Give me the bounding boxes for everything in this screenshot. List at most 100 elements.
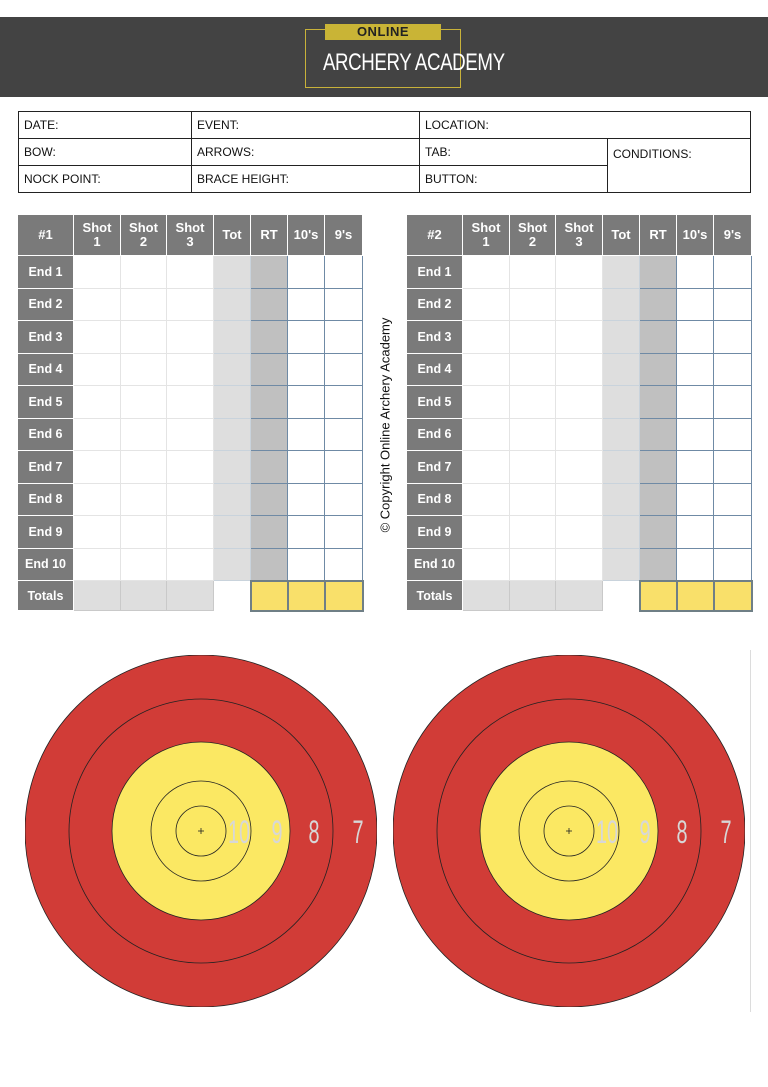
shot-cell[interactable] xyxy=(555,385,603,419)
arrows-field[interactable]: ARROWS: xyxy=(191,138,420,166)
end-total-cell[interactable] xyxy=(602,482,640,516)
nines-count-cell[interactable] xyxy=(324,515,363,549)
end-total-cell[interactable] xyxy=(602,255,640,289)
total-tens-cell[interactable] xyxy=(286,579,326,612)
tens-count-cell[interactable] xyxy=(676,287,714,321)
shot-cell[interactable] xyxy=(73,515,121,549)
tens-count-cell[interactable] xyxy=(676,515,714,549)
nines-count-cell[interactable] xyxy=(713,255,752,289)
end-total-cell[interactable] xyxy=(213,515,251,549)
total-tens-cell[interactable] xyxy=(675,579,715,612)
shot-cell[interactable] xyxy=(509,482,556,516)
end-total-cell[interactable] xyxy=(602,450,640,484)
running-total-cell[interactable] xyxy=(250,482,288,516)
tens-count-cell[interactable] xyxy=(287,450,325,484)
running-total-cell[interactable] xyxy=(250,255,288,289)
location-field[interactable]: LOCATION: xyxy=(419,111,751,139)
nock-point-field[interactable]: NOCK POINT: xyxy=(18,165,192,193)
shot-cell[interactable] xyxy=(509,287,556,321)
nines-count-cell[interactable] xyxy=(713,352,752,386)
running-total-cell[interactable] xyxy=(250,385,288,419)
nines-count-cell[interactable] xyxy=(324,255,363,289)
shot-cell[interactable] xyxy=(462,482,510,516)
shot-cell[interactable] xyxy=(166,255,214,289)
shot-cell[interactable] xyxy=(73,255,121,289)
nines-count-cell[interactable] xyxy=(324,450,363,484)
grand-total-cell[interactable] xyxy=(638,579,678,612)
running-total-cell[interactable] xyxy=(639,385,677,419)
tens-count-cell[interactable] xyxy=(287,482,325,516)
shot-cell[interactable] xyxy=(555,352,603,386)
shot-cell[interactable] xyxy=(555,255,603,289)
nines-count-cell[interactable] xyxy=(713,287,752,321)
shot-cell[interactable] xyxy=(120,287,167,321)
running-total-cell[interactable] xyxy=(639,547,677,581)
tens-count-cell[interactable] xyxy=(287,547,325,581)
nines-count-cell[interactable] xyxy=(324,385,363,419)
shot-cell[interactable] xyxy=(120,450,167,484)
tens-count-cell[interactable] xyxy=(287,352,325,386)
shot-cell[interactable] xyxy=(166,352,214,386)
shot-cell[interactable] xyxy=(166,320,214,354)
shot-cell[interactable] xyxy=(462,287,510,321)
nines-count-cell[interactable] xyxy=(324,287,363,321)
tens-count-cell[interactable] xyxy=(676,255,714,289)
nines-count-cell[interactable] xyxy=(324,320,363,354)
nines-count-cell[interactable] xyxy=(324,547,363,581)
total-nines-cell[interactable] xyxy=(712,579,753,612)
shot-cell[interactable] xyxy=(509,385,556,419)
shot-total-cell[interactable] xyxy=(555,580,603,611)
shot-cell[interactable] xyxy=(555,417,603,451)
end-total-cell[interactable] xyxy=(213,385,251,419)
tens-count-cell[interactable] xyxy=(676,547,714,581)
shot-cell[interactable] xyxy=(509,450,556,484)
running-total-cell[interactable] xyxy=(639,287,677,321)
shot-total-cell[interactable] xyxy=(509,580,556,611)
shot-total-cell[interactable] xyxy=(120,580,167,611)
shot-cell[interactable] xyxy=(462,515,510,549)
shot-cell[interactable] xyxy=(120,515,167,549)
nines-count-cell[interactable] xyxy=(713,482,752,516)
running-total-cell[interactable] xyxy=(639,482,677,516)
shot-cell[interactable] xyxy=(555,320,603,354)
nines-count-cell[interactable] xyxy=(713,320,752,354)
running-total-cell[interactable] xyxy=(250,352,288,386)
running-total-cell[interactable] xyxy=(639,255,677,289)
running-total-cell[interactable] xyxy=(250,547,288,581)
shot-cell[interactable] xyxy=(555,287,603,321)
running-total-cell[interactable] xyxy=(639,320,677,354)
running-total-cell[interactable] xyxy=(250,287,288,321)
shot-cell[interactable] xyxy=(120,417,167,451)
nines-count-cell[interactable] xyxy=(713,417,752,451)
end-total-cell[interactable] xyxy=(602,385,640,419)
shot-cell[interactable] xyxy=(73,352,121,386)
shot-cell[interactable] xyxy=(166,547,214,581)
shot-cell[interactable] xyxy=(166,450,214,484)
tens-count-cell[interactable] xyxy=(676,320,714,354)
end-total-cell[interactable] xyxy=(602,547,640,581)
shot-cell[interactable] xyxy=(166,417,214,451)
shot-cell[interactable] xyxy=(509,320,556,354)
shot-cell[interactable] xyxy=(462,352,510,386)
tens-count-cell[interactable] xyxy=(287,385,325,419)
event-field[interactable]: EVENT: xyxy=(191,111,420,139)
shot-cell[interactable] xyxy=(120,547,167,581)
shot-cell[interactable] xyxy=(120,320,167,354)
shot-cell[interactable] xyxy=(509,547,556,581)
shot-cell[interactable] xyxy=(120,255,167,289)
running-total-cell[interactable] xyxy=(250,320,288,354)
end-total-cell[interactable] xyxy=(602,352,640,386)
end-total-cell[interactable] xyxy=(602,417,640,451)
nines-count-cell[interactable] xyxy=(713,547,752,581)
total-nines-cell[interactable] xyxy=(323,579,364,612)
shot-cell[interactable] xyxy=(120,352,167,386)
shot-cell[interactable] xyxy=(120,385,167,419)
shot-cell[interactable] xyxy=(166,482,214,516)
shot-cell[interactable] xyxy=(509,515,556,549)
running-total-cell[interactable] xyxy=(250,515,288,549)
end-total-cell[interactable] xyxy=(213,255,251,289)
shot-cell[interactable] xyxy=(462,320,510,354)
shot-cell[interactable] xyxy=(73,287,121,321)
shot-cell[interactable] xyxy=(555,515,603,549)
tens-count-cell[interactable] xyxy=(676,482,714,516)
